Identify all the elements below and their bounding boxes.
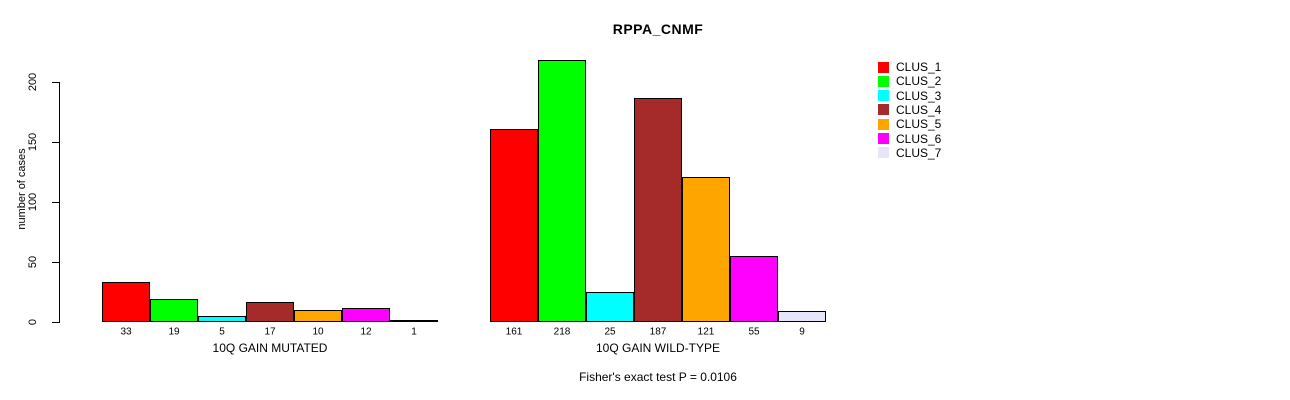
- group-label: 10Q GAIN MUTATED: [212, 341, 328, 355]
- bar-value-label: 10: [312, 326, 324, 338]
- y-tick-label: 150: [27, 132, 39, 152]
- bar-clus_6: [342, 308, 390, 322]
- y-axis-line: [59, 82, 60, 323]
- bar-value-label: 1: [411, 326, 417, 338]
- bar-value-label: 12: [360, 326, 372, 338]
- bar-value-label: 5: [219, 326, 225, 338]
- bar-clus_2: [538, 60, 586, 322]
- legend-swatch-clus_4: [878, 104, 889, 116]
- y-tick-label: 100: [27, 192, 39, 212]
- bar-clus_6: [730, 256, 778, 322]
- bar-value-label: 33: [120, 326, 132, 338]
- bar-clus_1: [102, 282, 150, 322]
- legend-label: CLUS_2: [896, 74, 942, 89]
- y-axis-tick: [52, 142, 59, 143]
- legend-swatch-clus_1: [878, 61, 889, 73]
- legend-label: CLUS_4: [896, 102, 942, 117]
- legend-swatch-clus_7: [878, 147, 889, 159]
- legend-swatch-clus_3: [878, 90, 889, 102]
- y-axis-tick: [52, 262, 59, 263]
- y-axis-tick: [52, 202, 59, 203]
- bar-clus_4: [246, 302, 294, 322]
- legend-swatch-clus_6: [878, 133, 889, 144]
- legend-swatch-clus_5: [878, 118, 889, 130]
- bar-value-label: 19: [168, 326, 180, 338]
- bar-value-label: 25: [604, 326, 616, 338]
- y-tick-label: 50: [27, 255, 39, 269]
- bar-clus_7: [778, 311, 826, 322]
- y-axis-tick: [52, 82, 59, 83]
- y-tick-label: 200: [27, 72, 39, 92]
- bar-clus_5: [682, 177, 730, 322]
- bar-value-label: 218: [553, 326, 571, 338]
- bar-clus_1: [490, 129, 538, 322]
- bar-clus_5: [294, 310, 342, 322]
- bar-clus_2: [150, 299, 198, 322]
- bar-value-label: 121: [697, 326, 715, 338]
- group-label: 10Q GAIN WILD-TYPE: [595, 341, 721, 355]
- legend-label: CLUS_3: [896, 88, 942, 103]
- bar-clus_7: [390, 320, 438, 322]
- bar-value-label: 17: [264, 326, 276, 338]
- bar-clus_4: [634, 98, 682, 322]
- legend-swatch-clus_2: [878, 75, 889, 87]
- bar-value-label: 161: [505, 326, 523, 338]
- bar-clus_3: [586, 292, 634, 322]
- legend-label: CLUS_6: [896, 131, 942, 146]
- y-axis-label: number of cases: [16, 148, 28, 230]
- legend-label: CLUS_7: [896, 145, 942, 160]
- chart-title: RPPA_CNMF: [612, 21, 704, 37]
- y-axis-tick: [52, 322, 59, 323]
- legend-label: CLUS_1: [896, 60, 942, 74]
- stat-annotation: Fisher's exact test P = 0.0106: [579, 370, 737, 384]
- bar-value-label: 9: [799, 326, 805, 338]
- bar-value-label: 187: [649, 326, 667, 338]
- legend-label: CLUS_5: [896, 117, 942, 132]
- bar-clus_3: [198, 316, 246, 322]
- y-tick-label: 0: [27, 318, 39, 326]
- bar-value-label: 55: [748, 326, 760, 338]
